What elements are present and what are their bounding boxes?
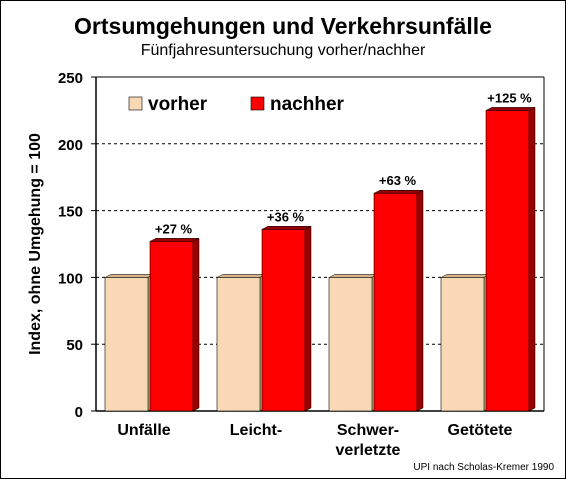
y-tick-label: 250 (58, 70, 83, 87)
bar-top (485, 107, 536, 111)
y-tick-label: 100 (58, 270, 83, 287)
x-tick-label: verletzte (336, 442, 401, 459)
plot-area: 0 50 100 150 200 250 +27 % Unfälle +36 % Leicht- +… (58, 70, 545, 459)
chart-title: Ortsumgehungen und Verkehrsunfälle (74, 13, 492, 39)
bar-top (328, 274, 379, 278)
y-axis-label: Index, ohne Umgehung = 100 (27, 133, 44, 355)
legend-swatch-nachher (250, 96, 265, 111)
bar-vorher (216, 277, 261, 412)
x-tick-label: Schwer- (337, 422, 399, 439)
bar-side (304, 225, 312, 412)
bar-side (528, 106, 536, 412)
y-tick-label: 150 (58, 204, 83, 221)
data-label: +63 % (379, 173, 417, 188)
bar-nachher (485, 110, 530, 412)
source-note: UPI nach Scholas-Kremer 1990 (413, 462, 554, 473)
bar-vorher (440, 277, 485, 412)
y-tick-label: 50 (66, 337, 83, 354)
bar-top (216, 274, 267, 278)
bar-side (192, 237, 200, 412)
data-label: +125 % (487, 90, 532, 105)
chart-subtitle: Fünfjahresuntersuchung vorher/nachher (141, 42, 426, 59)
bar-top (373, 189, 424, 194)
legend-label-vorher: vorher (148, 94, 208, 115)
x-tick-label: Unfälle (117, 422, 170, 439)
x-tick-label: Leicht- (230, 422, 282, 439)
bar-side (416, 189, 424, 412)
legend-label-nachher: nachher (270, 94, 345, 115)
bar-top (149, 238, 200, 242)
bar-nachher (373, 192, 418, 412)
x-tick-label: Getötete (448, 422, 513, 439)
y-tick-label: 0 (75, 404, 83, 421)
legend-swatch-vorher (128, 96, 143, 111)
data-label: +27 % (155, 221, 193, 236)
data-label: +36 % (267, 209, 305, 224)
bar-nachher (261, 229, 306, 412)
bar-top (440, 274, 491, 278)
y-tick-label: 200 (58, 137, 83, 154)
legend: vorher nachher (128, 94, 345, 115)
bar-top (261, 226, 312, 230)
bar-nachher (149, 241, 194, 412)
bar-vorher (328, 277, 373, 412)
bar-top (104, 274, 155, 278)
bar-vorher (104, 277, 149, 412)
